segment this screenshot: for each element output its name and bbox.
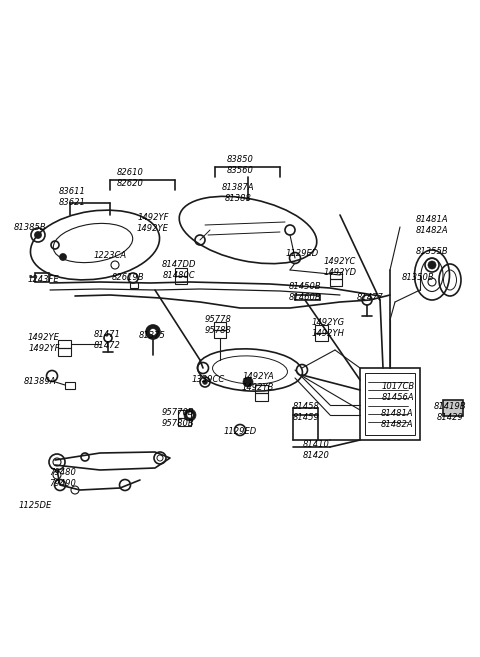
Bar bbox=[365, 373, 415, 435]
Circle shape bbox=[146, 325, 160, 339]
Bar bbox=[58, 348, 71, 356]
Circle shape bbox=[35, 231, 41, 238]
Text: 81481A
81482A: 81481A 81482A bbox=[416, 215, 448, 235]
Bar bbox=[65, 382, 75, 389]
Circle shape bbox=[428, 261, 436, 269]
Bar bbox=[360, 368, 420, 440]
Circle shape bbox=[60, 254, 67, 260]
Text: 1223CA: 1223CA bbox=[94, 250, 127, 260]
Text: 1492YE
1492YF: 1492YE 1492YF bbox=[28, 333, 60, 353]
Text: 81471
81472: 81471 81472 bbox=[94, 330, 120, 350]
Bar bbox=[214, 322, 226, 330]
Text: 81387A
81388: 81387A 81388 bbox=[222, 183, 254, 203]
Circle shape bbox=[203, 380, 207, 384]
Bar bbox=[35, 273, 49, 282]
Text: 82610
82620: 82610 82620 bbox=[117, 168, 144, 188]
Bar bbox=[330, 279, 342, 286]
Bar bbox=[175, 276, 187, 284]
Text: 81389A: 81389A bbox=[24, 376, 56, 386]
Text: 8147DD
81480C: 8147DD 81480C bbox=[162, 260, 196, 280]
Text: 79480
79490: 79480 79490 bbox=[49, 468, 76, 487]
Circle shape bbox=[243, 377, 253, 387]
Text: 83850
83560: 83850 83560 bbox=[227, 155, 253, 175]
Text: 81419B
81429: 81419B 81429 bbox=[434, 402, 466, 422]
Bar bbox=[178, 418, 191, 426]
Text: 1243FE: 1243FE bbox=[28, 275, 60, 284]
Bar bbox=[330, 272, 342, 279]
Text: 82619B: 82619B bbox=[112, 273, 144, 281]
Text: 1492YG
1492YH: 1492YG 1492YH bbox=[312, 318, 345, 338]
Bar bbox=[443, 400, 463, 416]
Text: 1492YC
1492YD: 1492YC 1492YD bbox=[324, 258, 357, 277]
Text: 81375: 81375 bbox=[139, 332, 166, 340]
Circle shape bbox=[149, 328, 156, 336]
Bar bbox=[214, 330, 226, 338]
Text: 81450B
81460B: 81450B 81460B bbox=[288, 283, 321, 302]
Text: 83611
83621: 83611 83621 bbox=[59, 187, 85, 207]
Bar bbox=[58, 340, 71, 348]
Text: 1129ED: 1129ED bbox=[223, 428, 257, 436]
Text: 81481A
81482A: 81481A 81482A bbox=[381, 409, 413, 429]
Text: 81385B: 81385B bbox=[14, 223, 46, 233]
Text: 1339CC: 1339CC bbox=[192, 376, 225, 384]
Text: 1017CB
81456A: 1017CB 81456A bbox=[382, 382, 415, 401]
Bar bbox=[175, 268, 187, 276]
Text: 81410
81420: 81410 81420 bbox=[302, 440, 329, 460]
Text: 1125DE: 1125DE bbox=[18, 501, 52, 510]
Text: 81477: 81477 bbox=[357, 294, 384, 302]
Bar bbox=[315, 325, 328, 333]
Text: 95778
95788: 95778 95788 bbox=[204, 315, 231, 334]
Text: 81355B: 81355B bbox=[416, 248, 448, 256]
Text: 1492YA
1492YB: 1492YA 1492YB bbox=[242, 373, 274, 392]
Circle shape bbox=[184, 409, 196, 421]
Text: 81458
81459: 81458 81459 bbox=[293, 402, 319, 422]
Text: 1492YF
1492YE: 1492YF 1492YE bbox=[137, 214, 169, 233]
Bar bbox=[255, 393, 268, 401]
Bar bbox=[315, 333, 328, 341]
Circle shape bbox=[187, 412, 193, 418]
Text: 1129ED: 1129ED bbox=[286, 248, 319, 258]
Text: 95770B
95780B: 95770B 95780B bbox=[162, 408, 194, 428]
Bar bbox=[130, 282, 138, 288]
Bar bbox=[255, 385, 268, 393]
Bar bbox=[178, 410, 191, 418]
Text: 81350B: 81350B bbox=[402, 273, 434, 283]
